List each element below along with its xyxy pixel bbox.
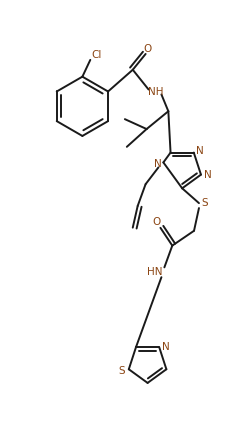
Text: O: O: [152, 217, 161, 227]
Text: HN: HN: [147, 267, 162, 277]
Text: Cl: Cl: [91, 50, 101, 60]
Text: N: N: [162, 342, 170, 352]
Text: N: N: [196, 146, 204, 155]
Text: S: S: [202, 198, 208, 208]
Text: NH: NH: [148, 87, 163, 98]
Text: N: N: [154, 159, 161, 170]
Text: N: N: [204, 170, 212, 180]
Text: S: S: [119, 366, 125, 376]
Text: O: O: [144, 44, 152, 54]
